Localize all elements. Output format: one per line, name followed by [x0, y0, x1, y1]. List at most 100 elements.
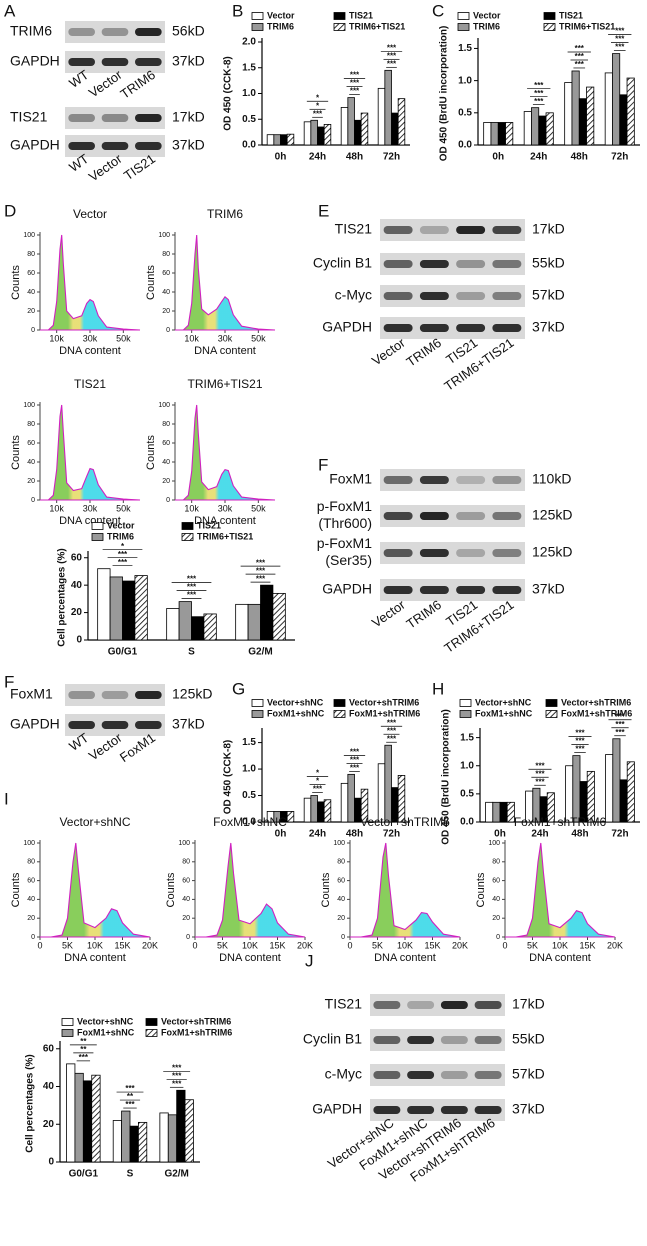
blot-label: TRIM6 [10, 23, 52, 39]
x-tick-label: 10K [242, 940, 258, 950]
blot-band [440, 1106, 468, 1114]
blot-label: FoxM1 [329, 471, 372, 487]
x-axis-label: DNA content [59, 515, 121, 527]
blot-size: 17kD [172, 109, 205, 125]
significance-label: *** [350, 747, 360, 756]
blot-band [373, 1001, 401, 1009]
x-tick-label: 24h [309, 829, 326, 840]
y-tick-label: 40 [492, 896, 500, 903]
x-tick-label: G0/G1 [69, 1169, 99, 1180]
blot-band [419, 260, 449, 268]
y-tick-label: 20 [27, 915, 35, 922]
bar [203, 613, 217, 641]
legend-swatch [545, 699, 558, 707]
bar [112, 1120, 122, 1163]
y-tick-label: 40 [182, 896, 190, 903]
blot-band [407, 1001, 435, 1009]
blot-band [456, 324, 486, 332]
bar [266, 134, 275, 146]
blot-label: p-FoxM1 [317, 535, 372, 551]
blot-strip [380, 253, 525, 275]
blot-size: 37kD [532, 319, 565, 335]
bar [129, 1125, 139, 1163]
x-axis-label: DNA content [64, 952, 126, 964]
significance-label: *** [350, 87, 360, 96]
bar [137, 1121, 148, 1163]
legend-swatch [251, 23, 264, 31]
blot-band [68, 58, 95, 66]
significance-label: *** [256, 574, 266, 583]
plot-title: Vector+shTRIM6 [360, 815, 450, 829]
x-axis-label: DNA content [219, 952, 281, 964]
bar [354, 119, 362, 146]
histogram-area [175, 404, 276, 501]
significance-label: *** [535, 769, 545, 778]
y-tick-label: 0 [341, 934, 345, 941]
blot-band [101, 28, 129, 36]
significance-label: ** [127, 1092, 134, 1101]
bar [578, 98, 587, 146]
legend-label: TRIM6 [107, 531, 134, 541]
bar [612, 738, 621, 823]
significance-label: *** [125, 1100, 135, 1109]
panel-letter: D [4, 201, 16, 220]
blot-label: GAPDH [312, 1101, 362, 1117]
bar [109, 576, 123, 641]
significance-label: *** [256, 566, 266, 575]
bar [121, 1110, 131, 1163]
bar [626, 761, 635, 823]
blot-band [419, 226, 449, 234]
blot-band [419, 586, 449, 594]
blot-band [492, 586, 522, 594]
blot-strip [370, 994, 505, 1016]
y-tick-label: 40 [27, 289, 35, 296]
x-tick-label: 24h [531, 829, 548, 840]
blot-strip [380, 219, 525, 241]
blot-size: 125kD [532, 507, 572, 523]
legend-label: FoxM1+shTRIM6 [349, 708, 420, 718]
bar [384, 69, 392, 146]
histogram-area [40, 842, 151, 938]
significance-label: *** [387, 43, 397, 52]
significance-label: *** [350, 79, 360, 88]
blot-label: FoxM1 [10, 686, 53, 702]
histogram-area [175, 234, 276, 331]
panel-letter: B [232, 1, 243, 20]
blot-band [135, 691, 162, 699]
bar [303, 121, 312, 146]
bar [384, 744, 392, 823]
y-tick-label: 1.0 [242, 88, 256, 99]
bar [505, 122, 514, 146]
y-tick-label: 100 [23, 232, 35, 239]
blot-label: GAPDH [10, 716, 60, 732]
y-tick-label: 0 [76, 635, 82, 646]
x-tick-label: 5K [372, 940, 383, 950]
blot-label: (Ser35) [325, 552, 372, 568]
bar [531, 107, 540, 146]
blot-band [419, 512, 449, 520]
significance-label: *** [615, 712, 625, 721]
y-tick-label: 1.5 [460, 732, 474, 743]
y-tick-label: 40 [27, 459, 35, 466]
x-tick-label: 72h [383, 829, 400, 840]
histogram-area [40, 234, 141, 331]
x-tick-label: 24h [309, 152, 326, 163]
significance-label: *** [534, 81, 544, 90]
panel-letter: A [4, 1, 16, 20]
blot-band [135, 58, 162, 66]
y-tick-label: 20 [162, 308, 170, 315]
significance-label: *** [615, 27, 625, 36]
blot-band [101, 114, 129, 122]
bar [347, 97, 355, 146]
histogram-area [195, 842, 306, 938]
y-tick-label: 20 [43, 1119, 55, 1130]
significance-label: *** [535, 761, 545, 770]
legend-label: Vector+shTRIM6 [161, 1016, 231, 1026]
x-tick-label: 24h [530, 152, 547, 163]
blot-strip [65, 107, 165, 129]
blot-band [68, 142, 95, 150]
y-tick-label: 20 [492, 915, 500, 922]
bar [564, 82, 573, 146]
bar [91, 1074, 101, 1163]
blot-label: p-FoxM1 [317, 498, 372, 514]
